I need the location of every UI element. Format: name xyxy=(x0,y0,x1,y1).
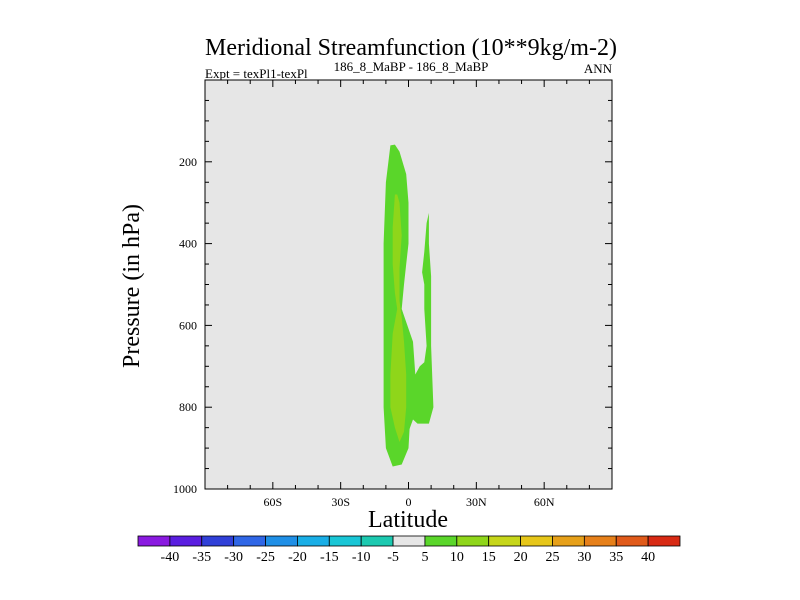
x-tick-label: 60N xyxy=(534,495,555,509)
colorbar-swatch xyxy=(201,535,235,547)
colorbar-swatch xyxy=(456,535,490,547)
y-tick-label: 200 xyxy=(179,155,197,169)
colorbar-swatch xyxy=(488,535,521,547)
x-axis-label: Latitude xyxy=(368,507,448,533)
colorbar-label: -25 xyxy=(256,550,275,565)
colorbar-label: -40 xyxy=(161,550,180,565)
colorbar-swatch xyxy=(265,535,298,547)
colorbar-swatch xyxy=(297,535,330,547)
colorbar-swatch xyxy=(328,535,362,547)
experiment-label: Expt = texPl1-texPl xyxy=(205,66,308,81)
colorbar-label: -35 xyxy=(192,550,211,565)
y-tick-label: 800 xyxy=(179,400,197,414)
colorbar-label: 10 xyxy=(450,550,464,565)
colorbar-label: -15 xyxy=(320,550,339,565)
x-tick-label: 60S xyxy=(263,495,282,509)
y-tick-label: 600 xyxy=(179,318,197,332)
contour-fill-10-2 xyxy=(390,194,407,442)
colorbar-label: 35 xyxy=(609,550,623,565)
colorbar-swatch xyxy=(424,535,458,547)
colorbar-swatch xyxy=(392,535,426,547)
colorbar-label: 30 xyxy=(577,550,591,565)
x-tick-label: 0 xyxy=(406,495,412,509)
colorbar-label: 20 xyxy=(514,550,528,565)
colorbar-swatch xyxy=(137,535,171,547)
colorbar-swatch xyxy=(360,535,394,547)
season-label: ANN xyxy=(584,61,613,76)
colorbar-label: -5 xyxy=(387,550,399,565)
colorbar-label: -10 xyxy=(352,550,371,565)
colorbar-swatch xyxy=(169,535,203,547)
colorbar-swatch xyxy=(583,535,617,547)
y-tick-label: 1000 xyxy=(173,482,197,496)
colorbar-label: -20 xyxy=(288,550,307,565)
colorbar-swatch xyxy=(552,535,585,547)
colorbar: -40 -35 -30 -25 -20 -15 -10 -5 5 10 15 20 25 30 35 40 xyxy=(137,535,681,565)
x-tick-label: 30N xyxy=(466,495,487,509)
colorbar-label: 40 xyxy=(641,550,655,565)
plot-area: 60S 30S 0 30N 60N 200 400 600 800 1000 xyxy=(173,79,613,509)
chart-title: Meridional Streamfunction (10**9kg/m-2) xyxy=(205,35,617,61)
contour-fill-5-1 xyxy=(401,212,434,432)
x-tick-label: 30S xyxy=(331,495,350,509)
colorbar-swatch xyxy=(615,535,649,547)
colorbar-label: 15 xyxy=(482,550,496,565)
colorbar-label: 25 xyxy=(545,550,559,565)
colorbar-swatch xyxy=(233,535,266,547)
colorbar-label: 5 xyxy=(421,550,428,565)
y-tick-label: 400 xyxy=(179,237,197,251)
colorbar-label: -30 xyxy=(224,550,243,565)
case-label: 186_8_MaBP - 186_8_MaBP xyxy=(334,59,489,74)
colorbar-swatch xyxy=(520,535,553,547)
y-axis-label: Pressure (in hPa) xyxy=(119,204,145,368)
colorbar-swatch xyxy=(647,535,681,547)
